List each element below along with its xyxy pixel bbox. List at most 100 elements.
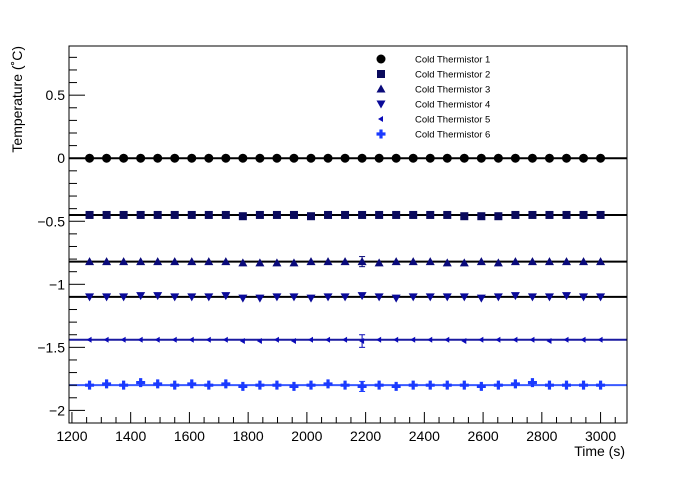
data-point (102, 210, 111, 219)
data-point (238, 153, 248, 163)
data-point (444, 336, 450, 343)
data-point (527, 378, 537, 388)
data-point (493, 258, 503, 267)
data-point (460, 212, 469, 221)
data-point (340, 380, 350, 390)
data-point (357, 257, 367, 266)
data-point (136, 210, 145, 219)
data-point (357, 292, 367, 301)
data-point (86, 336, 92, 343)
data-point (102, 293, 112, 302)
series-5 (86, 334, 603, 348)
data-point (410, 336, 416, 343)
y-tick-label: −1.5 (37, 339, 65, 355)
data-point (103, 336, 109, 343)
data-point (85, 210, 94, 219)
series-4 (85, 292, 606, 303)
data-point (120, 336, 126, 343)
data-point (493, 293, 503, 302)
data-point (204, 153, 214, 163)
data-point (357, 381, 367, 391)
data-point (85, 257, 95, 266)
data-point (306, 212, 315, 221)
x-tick-label: 1200 (56, 428, 87, 444)
data-point (119, 153, 129, 163)
data-point (272, 293, 282, 302)
data-point (272, 380, 282, 390)
data-point (102, 257, 112, 266)
legend-label-1: Cold Thermistor 1 (415, 55, 490, 66)
data-point (358, 210, 367, 219)
data-markers (85, 153, 606, 392)
data-point (546, 338, 552, 345)
data-point (442, 293, 452, 302)
x-tick-label: 2000 (291, 428, 322, 444)
data-point (102, 379, 112, 389)
data-point (171, 336, 177, 343)
legend-label-6: Cold Thermistor 6 (415, 130, 490, 141)
data-point (527, 293, 537, 302)
legend-marker-6 (376, 129, 386, 139)
data-point (255, 258, 265, 267)
data-point (408, 153, 418, 163)
data-point (408, 293, 418, 302)
x-tick-label: 2200 (350, 428, 381, 444)
data-point (341, 210, 350, 219)
data-point (374, 258, 384, 267)
data-point (545, 210, 554, 219)
data-point (188, 336, 194, 343)
data-point (477, 212, 486, 221)
data-point (323, 293, 333, 302)
y-tick-label: −0.5 (37, 213, 65, 229)
data-point (204, 293, 214, 302)
data-point (221, 292, 231, 301)
data-point (544, 153, 554, 163)
data-point (425, 293, 435, 302)
data-point (563, 336, 569, 343)
data-point (527, 153, 537, 163)
data-point (204, 257, 214, 266)
data-point (153, 153, 163, 163)
data-point (239, 338, 245, 345)
data-point (391, 381, 401, 391)
legend-label-2: Cold Thermistor 2 (415, 70, 490, 81)
series-3 (85, 256, 606, 268)
data-point (374, 293, 384, 302)
data-point (426, 210, 435, 219)
x-tick-label: 2800 (526, 428, 557, 444)
x-axis: 1200 1400 1600 1800 2000 2200 2400 2600 2800 3000 (56, 412, 616, 444)
data-point (374, 380, 384, 390)
data-point (374, 153, 384, 163)
data-point (510, 379, 520, 389)
x-tick-label: 2600 (468, 428, 499, 444)
data-point (256, 338, 262, 345)
data-point (476, 153, 486, 163)
data-point (562, 153, 572, 163)
data-point (597, 336, 603, 343)
data-point (493, 380, 503, 390)
data-point (476, 294, 486, 303)
y-tick-label: 0 (57, 150, 65, 166)
data-point (476, 381, 486, 391)
data-point (461, 338, 467, 345)
data-point (238, 212, 247, 221)
data-point (580, 336, 586, 343)
data-point (187, 293, 197, 302)
data-point (596, 153, 606, 163)
data-point (272, 258, 282, 267)
data-point (289, 210, 298, 219)
data-point (579, 380, 589, 390)
data-point (306, 380, 316, 390)
data-point (325, 336, 331, 343)
data-point (544, 257, 554, 266)
x-tick-label: 1600 (174, 428, 205, 444)
data-point (272, 153, 282, 163)
data-point (425, 380, 435, 390)
data-point (238, 258, 248, 267)
data-point (238, 381, 248, 391)
data-point (495, 336, 501, 343)
data-point (238, 294, 248, 303)
series-6 (85, 378, 606, 392)
data-point (459, 380, 469, 390)
data-point (170, 257, 180, 266)
